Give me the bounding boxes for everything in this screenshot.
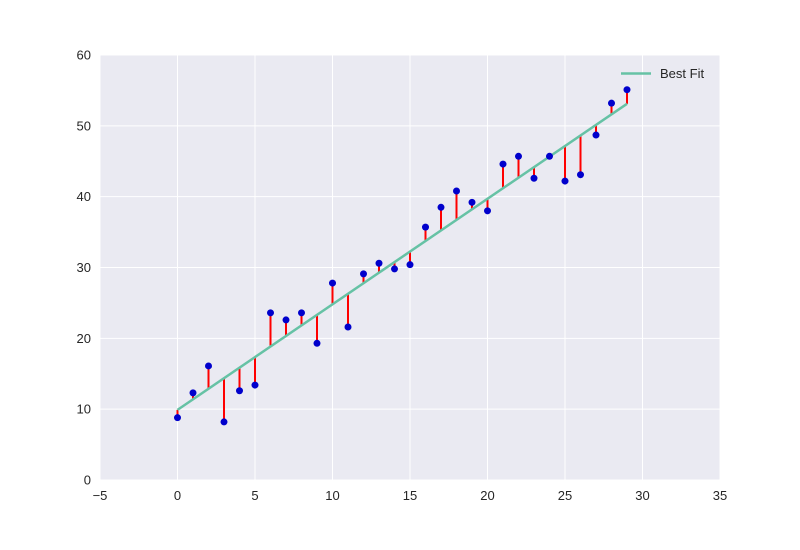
y-tick-label: 50: [77, 118, 91, 133]
data-point: [313, 339, 321, 347]
y-tick-label: 20: [77, 331, 91, 346]
y-tick-label: 10: [77, 402, 91, 417]
x-tick-label: 10: [325, 488, 339, 503]
data-point: [592, 131, 600, 139]
data-points: [174, 86, 631, 426]
data-point: [468, 198, 476, 206]
data-point: [220, 418, 228, 426]
data-point: [546, 152, 553, 160]
data-point: [406, 261, 414, 269]
data-point: [561, 177, 569, 185]
gridlines: [99, 54, 721, 481]
data-point: [453, 187, 460, 195]
data-point: [515, 152, 522, 160]
y-tick-label: 40: [77, 189, 91, 204]
data-point: [375, 259, 383, 267]
data-point: [282, 316, 290, 324]
legend-label-best-fit: Best Fit: [660, 66, 704, 81]
data-point: [267, 309, 274, 317]
data-point: [344, 323, 352, 331]
data-point: [174, 414, 181, 422]
x-tick-label: 35: [713, 488, 727, 503]
x-tick-label: 15: [403, 488, 417, 503]
data-point: [499, 160, 507, 168]
x-tick-label: 0: [174, 488, 181, 503]
data-point: [236, 387, 243, 395]
x-tick-label: 20: [480, 488, 494, 503]
x-tick-label: −5: [93, 488, 108, 503]
data-point: [608, 99, 615, 107]
legend: Best Fit: [621, 66, 704, 81]
data-point: [530, 174, 538, 182]
data-point: [391, 265, 398, 273]
data-point: [577, 171, 584, 179]
x-axis-ticks: −5 0 5 10 15 20 25 30 35: [93, 488, 728, 503]
y-axis-ticks: 0 10 20 30 40 50 60: [77, 48, 91, 488]
data-point: [422, 223, 429, 231]
data-point: [189, 389, 197, 397]
data-point: [360, 270, 367, 278]
data-point: [484, 207, 491, 215]
y-tick-label: 60: [77, 48, 91, 63]
x-tick-label: 5: [251, 488, 258, 503]
data-point: [437, 203, 445, 211]
data-point: [298, 309, 305, 317]
x-tick-label: 30: [635, 488, 649, 503]
y-tick-label: 0: [84, 473, 91, 488]
data-point: [329, 279, 336, 287]
data-point: [205, 362, 212, 370]
data-point: [251, 381, 259, 389]
y-tick-label: 30: [77, 260, 91, 275]
data-point: [623, 86, 631, 94]
x-tick-label: 25: [558, 488, 572, 503]
